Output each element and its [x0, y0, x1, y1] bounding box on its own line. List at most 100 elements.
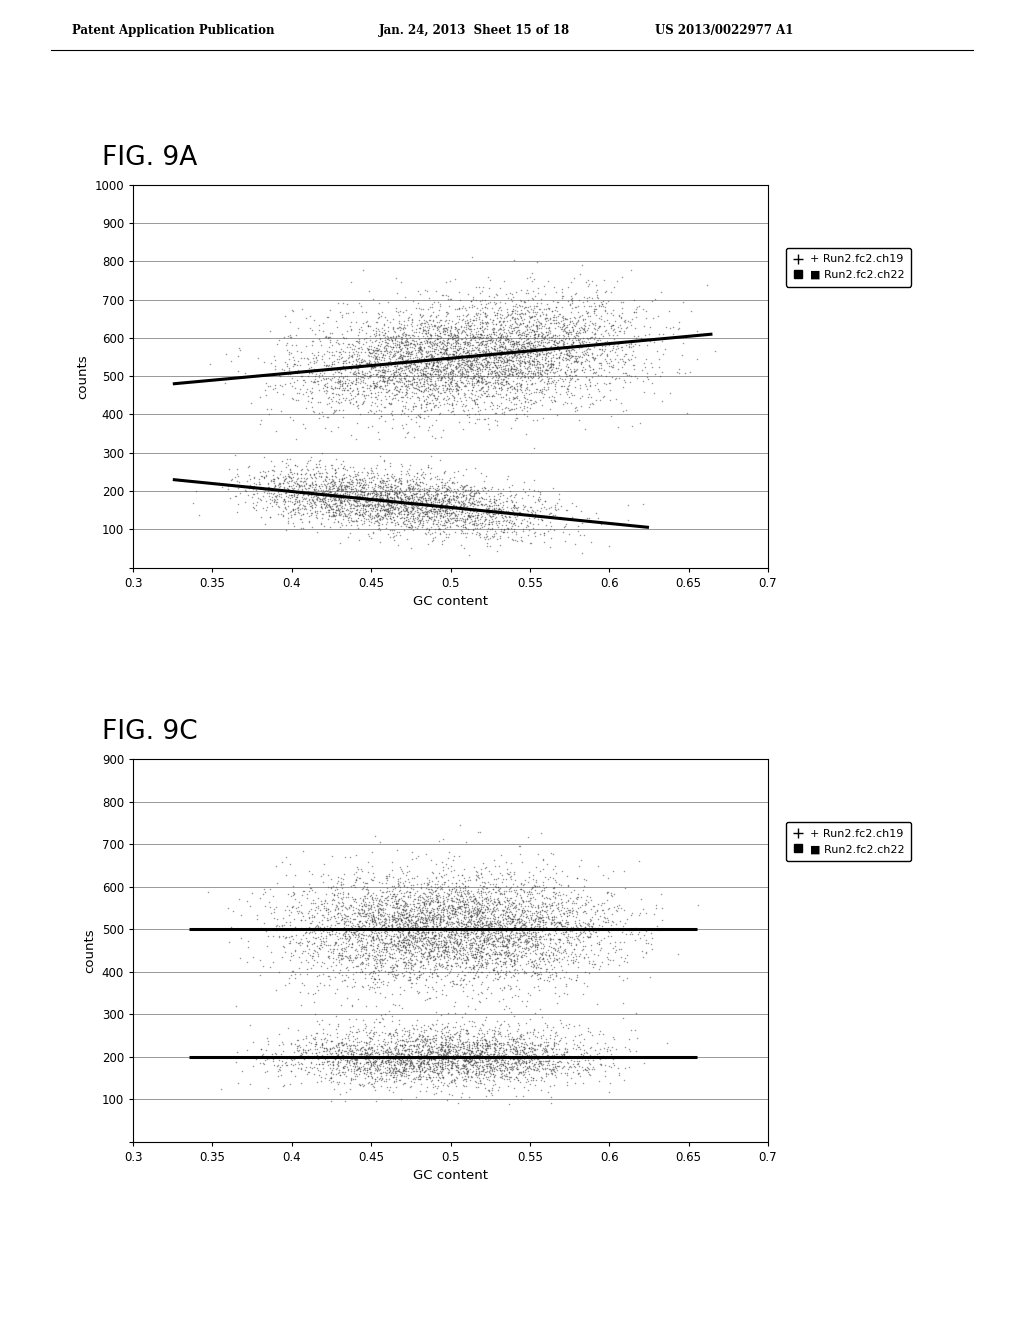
- Point: [287, 502, 303, 523]
- Point: [487, 510, 504, 531]
- Point: [365, 909, 381, 931]
- Point: [509, 1039, 525, 1060]
- Point: [365, 1055, 381, 1076]
- Point: [391, 346, 408, 367]
- Point: [433, 924, 450, 945]
- Point: [544, 1060, 560, 1081]
- Point: [389, 908, 406, 929]
- Point: [356, 937, 373, 958]
- Point: [475, 915, 492, 936]
- Point: [304, 474, 321, 495]
- Point: [355, 480, 372, 502]
- Point: [326, 488, 342, 510]
- Point: [460, 923, 476, 944]
- Point: [373, 488, 389, 510]
- Point: [460, 345, 476, 366]
- Point: [324, 490, 340, 511]
- Point: [372, 948, 388, 969]
- Point: [409, 348, 425, 370]
- Point: [488, 414, 505, 436]
- Point: [530, 975, 547, 997]
- Point: [390, 937, 407, 958]
- Point: [463, 477, 479, 498]
- Point: [446, 366, 463, 387]
- Point: [581, 946, 597, 968]
- Point: [267, 378, 284, 399]
- Point: [504, 306, 520, 327]
- Point: [351, 1056, 368, 1077]
- Point: [324, 470, 340, 491]
- Point: [408, 1031, 424, 1052]
- Point: [555, 315, 571, 337]
- Point: [536, 912, 552, 933]
- Point: [268, 873, 285, 894]
- Point: [515, 519, 531, 540]
- Point: [454, 515, 470, 536]
- Point: [381, 1048, 397, 1069]
- Point: [317, 326, 334, 347]
- Point: [426, 351, 442, 372]
- Point: [484, 393, 501, 414]
- Point: [433, 916, 450, 937]
- Point: [556, 362, 572, 383]
- Point: [322, 921, 338, 942]
- Point: [509, 368, 525, 389]
- Point: [679, 403, 695, 424]
- Point: [376, 325, 392, 346]
- Point: [604, 356, 621, 378]
- Point: [362, 383, 379, 404]
- Point: [349, 946, 366, 968]
- Point: [476, 317, 493, 338]
- Point: [400, 343, 417, 364]
- Point: [465, 916, 481, 937]
- Point: [379, 919, 395, 940]
- Point: [365, 944, 381, 965]
- Point: [289, 486, 305, 507]
- Point: [437, 1056, 454, 1077]
- Point: [470, 983, 486, 1005]
- Point: [492, 978, 508, 999]
- Point: [599, 882, 615, 903]
- Point: [365, 507, 381, 528]
- Point: [516, 342, 532, 363]
- Point: [495, 900, 511, 921]
- Point: [566, 909, 583, 931]
- Point: [375, 949, 391, 970]
- Point: [367, 1060, 383, 1081]
- Point: [439, 1053, 456, 1074]
- Point: [561, 345, 578, 366]
- Point: [366, 355, 382, 376]
- Point: [528, 321, 545, 342]
- Point: [574, 912, 591, 933]
- Point: [465, 944, 481, 965]
- Point: [240, 484, 256, 506]
- Point: [388, 960, 404, 981]
- Point: [318, 925, 335, 946]
- Point: [357, 301, 374, 322]
- Point: [398, 364, 415, 385]
- Point: [521, 306, 538, 327]
- Point: [586, 895, 602, 916]
- Point: [462, 940, 478, 961]
- Point: [443, 927, 460, 948]
- Point: [409, 379, 425, 400]
- Point: [366, 928, 382, 949]
- Point: [311, 937, 328, 958]
- Point: [523, 929, 540, 950]
- Point: [354, 477, 371, 498]
- Point: [386, 355, 402, 376]
- Point: [368, 945, 384, 966]
- Point: [413, 318, 429, 339]
- Point: [455, 1041, 471, 1063]
- Point: [594, 899, 610, 920]
- Point: [382, 506, 398, 527]
- Point: [462, 310, 478, 331]
- Point: [399, 376, 416, 397]
- Point: [305, 927, 322, 948]
- Point: [477, 915, 494, 936]
- Point: [515, 334, 531, 355]
- Point: [582, 393, 598, 414]
- Point: [450, 354, 466, 375]
- Point: [383, 1044, 399, 1065]
- Point: [464, 945, 480, 966]
